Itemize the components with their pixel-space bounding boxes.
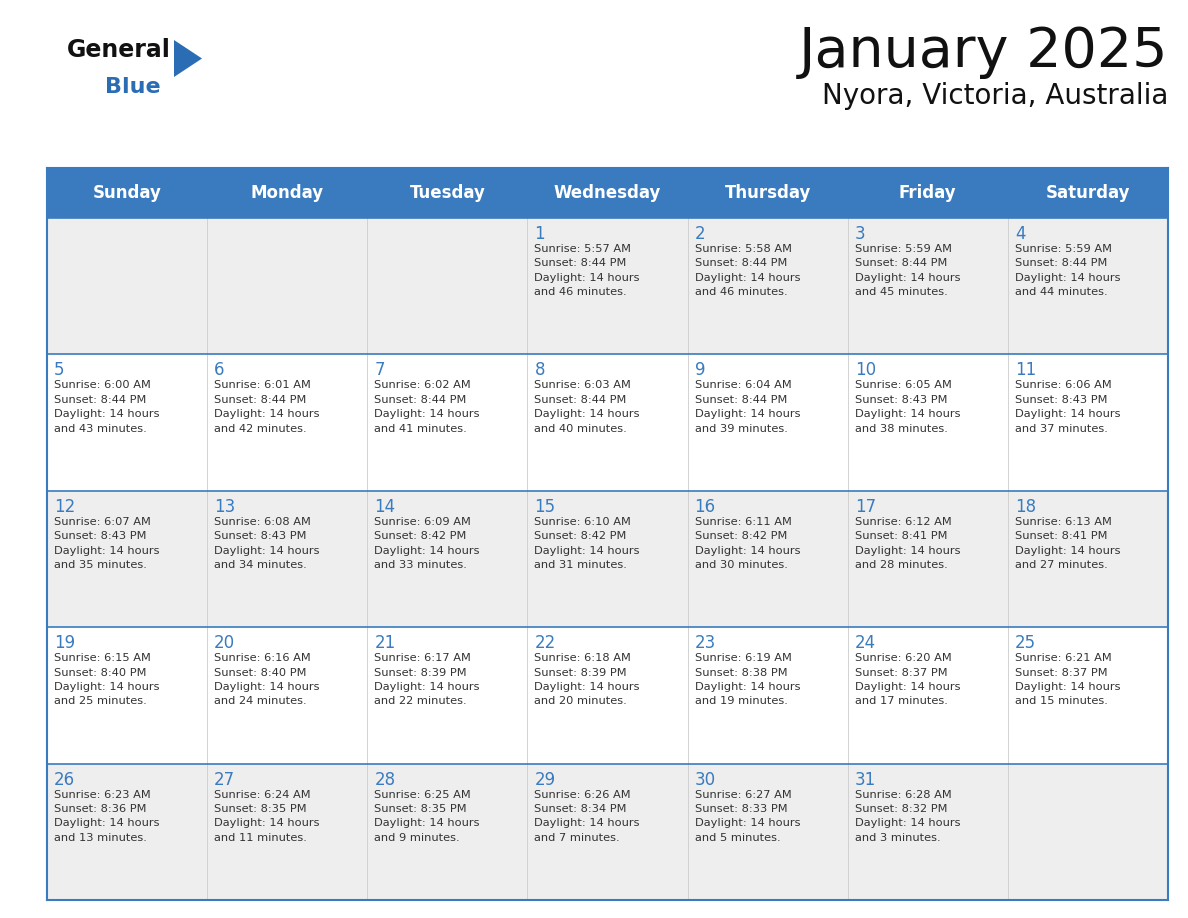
Text: Sunrise: 6:08 AM
Sunset: 8:43 PM
Daylight: 14 hours
and 34 minutes.: Sunrise: 6:08 AM Sunset: 8:43 PM Dayligh… bbox=[214, 517, 320, 570]
Text: General: General bbox=[67, 38, 171, 62]
Text: 16: 16 bbox=[695, 498, 715, 516]
Text: 22: 22 bbox=[535, 634, 556, 652]
Text: Sunrise: 6:21 AM
Sunset: 8:37 PM
Daylight: 14 hours
and 15 minutes.: Sunrise: 6:21 AM Sunset: 8:37 PM Dayligh… bbox=[1015, 654, 1120, 706]
Text: 2: 2 bbox=[695, 225, 706, 243]
Text: Sunrise: 6:20 AM
Sunset: 8:37 PM
Daylight: 14 hours
and 17 minutes.: Sunrise: 6:20 AM Sunset: 8:37 PM Dayligh… bbox=[854, 654, 960, 706]
Text: Sunrise: 6:06 AM
Sunset: 8:43 PM
Daylight: 14 hours
and 37 minutes.: Sunrise: 6:06 AM Sunset: 8:43 PM Dayligh… bbox=[1015, 380, 1120, 433]
Text: 13: 13 bbox=[214, 498, 235, 516]
Text: 9: 9 bbox=[695, 362, 704, 379]
Text: 27: 27 bbox=[214, 770, 235, 789]
Text: Sunrise: 6:05 AM
Sunset: 8:43 PM
Daylight: 14 hours
and 38 minutes.: Sunrise: 6:05 AM Sunset: 8:43 PM Dayligh… bbox=[854, 380, 960, 433]
Text: 4: 4 bbox=[1015, 225, 1025, 243]
Text: 31: 31 bbox=[854, 770, 876, 789]
Text: 11: 11 bbox=[1015, 362, 1036, 379]
Text: 23: 23 bbox=[695, 634, 716, 652]
Text: Sunrise: 5:58 AM
Sunset: 8:44 PM
Daylight: 14 hours
and 46 minutes.: Sunrise: 5:58 AM Sunset: 8:44 PM Dayligh… bbox=[695, 244, 800, 297]
Text: Sunrise: 6:09 AM
Sunset: 8:42 PM
Daylight: 14 hours
and 33 minutes.: Sunrise: 6:09 AM Sunset: 8:42 PM Dayligh… bbox=[374, 517, 480, 570]
Text: 15: 15 bbox=[535, 498, 556, 516]
Text: Sunrise: 6:10 AM
Sunset: 8:42 PM
Daylight: 14 hours
and 31 minutes.: Sunrise: 6:10 AM Sunset: 8:42 PM Dayligh… bbox=[535, 517, 640, 570]
Text: 30: 30 bbox=[695, 770, 715, 789]
Text: Sunrise: 6:11 AM
Sunset: 8:42 PM
Daylight: 14 hours
and 30 minutes.: Sunrise: 6:11 AM Sunset: 8:42 PM Dayligh… bbox=[695, 517, 800, 570]
Text: Saturday: Saturday bbox=[1045, 184, 1130, 202]
Text: 3: 3 bbox=[854, 225, 865, 243]
Text: Sunrise: 6:17 AM
Sunset: 8:39 PM
Daylight: 14 hours
and 22 minutes.: Sunrise: 6:17 AM Sunset: 8:39 PM Dayligh… bbox=[374, 654, 480, 706]
Text: 1: 1 bbox=[535, 225, 545, 243]
Polygon shape bbox=[48, 218, 1168, 354]
Text: 18: 18 bbox=[1015, 498, 1036, 516]
Text: 20: 20 bbox=[214, 634, 235, 652]
Text: Sunrise: 6:23 AM
Sunset: 8:36 PM
Daylight: 14 hours
and 13 minutes.: Sunrise: 6:23 AM Sunset: 8:36 PM Dayligh… bbox=[53, 789, 159, 843]
Text: 7: 7 bbox=[374, 362, 385, 379]
Text: Thursday: Thursday bbox=[725, 184, 811, 202]
Text: 12: 12 bbox=[53, 498, 75, 516]
Text: Sunrise: 6:27 AM
Sunset: 8:33 PM
Daylight: 14 hours
and 5 minutes.: Sunrise: 6:27 AM Sunset: 8:33 PM Dayligh… bbox=[695, 789, 800, 843]
Text: Nyora, Victoria, Australia: Nyora, Victoria, Australia bbox=[822, 82, 1168, 110]
Text: 19: 19 bbox=[53, 634, 75, 652]
Text: 5: 5 bbox=[53, 362, 64, 379]
Polygon shape bbox=[48, 491, 1168, 627]
Text: Sunrise: 6:12 AM
Sunset: 8:41 PM
Daylight: 14 hours
and 28 minutes.: Sunrise: 6:12 AM Sunset: 8:41 PM Dayligh… bbox=[854, 517, 960, 570]
Text: Sunrise: 6:01 AM
Sunset: 8:44 PM
Daylight: 14 hours
and 42 minutes.: Sunrise: 6:01 AM Sunset: 8:44 PM Dayligh… bbox=[214, 380, 320, 433]
Text: Sunrise: 6:19 AM
Sunset: 8:38 PM
Daylight: 14 hours
and 19 minutes.: Sunrise: 6:19 AM Sunset: 8:38 PM Dayligh… bbox=[695, 654, 800, 706]
Text: 10: 10 bbox=[854, 362, 876, 379]
Text: Sunday: Sunday bbox=[93, 184, 162, 202]
Polygon shape bbox=[48, 168, 1168, 218]
Text: Sunrise: 6:28 AM
Sunset: 8:32 PM
Daylight: 14 hours
and 3 minutes.: Sunrise: 6:28 AM Sunset: 8:32 PM Dayligh… bbox=[854, 789, 960, 843]
Text: 8: 8 bbox=[535, 362, 545, 379]
Text: Monday: Monday bbox=[251, 184, 324, 202]
Text: 26: 26 bbox=[53, 770, 75, 789]
Text: Sunrise: 6:24 AM
Sunset: 8:35 PM
Daylight: 14 hours
and 11 minutes.: Sunrise: 6:24 AM Sunset: 8:35 PM Dayligh… bbox=[214, 789, 320, 843]
Polygon shape bbox=[48, 627, 1168, 764]
Text: 29: 29 bbox=[535, 770, 556, 789]
Text: Sunrise: 6:07 AM
Sunset: 8:43 PM
Daylight: 14 hours
and 35 minutes.: Sunrise: 6:07 AM Sunset: 8:43 PM Dayligh… bbox=[53, 517, 159, 570]
Text: Sunrise: 5:59 AM
Sunset: 8:44 PM
Daylight: 14 hours
and 44 minutes.: Sunrise: 5:59 AM Sunset: 8:44 PM Dayligh… bbox=[1015, 244, 1120, 297]
Text: Sunrise: 6:00 AM
Sunset: 8:44 PM
Daylight: 14 hours
and 43 minutes.: Sunrise: 6:00 AM Sunset: 8:44 PM Dayligh… bbox=[53, 380, 159, 433]
Text: Sunrise: 5:57 AM
Sunset: 8:44 PM
Daylight: 14 hours
and 46 minutes.: Sunrise: 5:57 AM Sunset: 8:44 PM Dayligh… bbox=[535, 244, 640, 297]
Polygon shape bbox=[173, 40, 202, 77]
Text: Sunrise: 6:13 AM
Sunset: 8:41 PM
Daylight: 14 hours
and 27 minutes.: Sunrise: 6:13 AM Sunset: 8:41 PM Dayligh… bbox=[1015, 517, 1120, 570]
Text: Sunrise: 6:25 AM
Sunset: 8:35 PM
Daylight: 14 hours
and 9 minutes.: Sunrise: 6:25 AM Sunset: 8:35 PM Dayligh… bbox=[374, 789, 480, 843]
Text: January 2025: January 2025 bbox=[798, 25, 1168, 79]
Text: 28: 28 bbox=[374, 770, 396, 789]
Polygon shape bbox=[48, 354, 1168, 491]
Text: 17: 17 bbox=[854, 498, 876, 516]
Text: Friday: Friday bbox=[899, 184, 956, 202]
Text: 24: 24 bbox=[854, 634, 876, 652]
Text: 21: 21 bbox=[374, 634, 396, 652]
Text: Sunrise: 6:15 AM
Sunset: 8:40 PM
Daylight: 14 hours
and 25 minutes.: Sunrise: 6:15 AM Sunset: 8:40 PM Dayligh… bbox=[53, 654, 159, 706]
Text: Sunrise: 5:59 AM
Sunset: 8:44 PM
Daylight: 14 hours
and 45 minutes.: Sunrise: 5:59 AM Sunset: 8:44 PM Dayligh… bbox=[854, 244, 960, 297]
Text: Sunrise: 6:04 AM
Sunset: 8:44 PM
Daylight: 14 hours
and 39 minutes.: Sunrise: 6:04 AM Sunset: 8:44 PM Dayligh… bbox=[695, 380, 800, 433]
Text: Sunrise: 6:03 AM
Sunset: 8:44 PM
Daylight: 14 hours
and 40 minutes.: Sunrise: 6:03 AM Sunset: 8:44 PM Dayligh… bbox=[535, 380, 640, 433]
Text: Sunrise: 6:26 AM
Sunset: 8:34 PM
Daylight: 14 hours
and 7 minutes.: Sunrise: 6:26 AM Sunset: 8:34 PM Dayligh… bbox=[535, 789, 640, 843]
Text: Sunrise: 6:16 AM
Sunset: 8:40 PM
Daylight: 14 hours
and 24 minutes.: Sunrise: 6:16 AM Sunset: 8:40 PM Dayligh… bbox=[214, 654, 320, 706]
Text: Wednesday: Wednesday bbox=[554, 184, 662, 202]
Text: 14: 14 bbox=[374, 498, 396, 516]
Text: Sunrise: 6:02 AM
Sunset: 8:44 PM
Daylight: 14 hours
and 41 minutes.: Sunrise: 6:02 AM Sunset: 8:44 PM Dayligh… bbox=[374, 380, 480, 433]
Text: Blue: Blue bbox=[105, 77, 160, 97]
Text: 6: 6 bbox=[214, 362, 225, 379]
Text: Sunrise: 6:18 AM
Sunset: 8:39 PM
Daylight: 14 hours
and 20 minutes.: Sunrise: 6:18 AM Sunset: 8:39 PM Dayligh… bbox=[535, 654, 640, 706]
Text: 25: 25 bbox=[1015, 634, 1036, 652]
Text: Tuesday: Tuesday bbox=[410, 184, 485, 202]
Polygon shape bbox=[48, 764, 1168, 900]
